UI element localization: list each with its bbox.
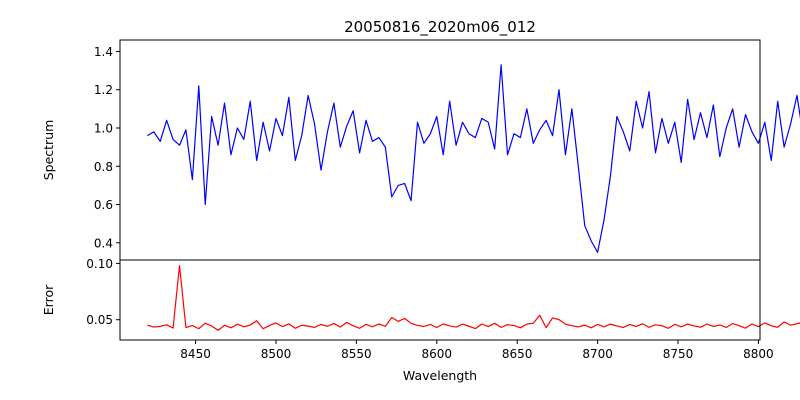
error-line — [147, 265, 800, 332]
x-tick-label: 8800 — [743, 347, 774, 361]
error-x-ticks: 8450 8500 8550 8600 8650 8700 8750 8800 — [180, 340, 774, 361]
x-tick-label: 8600 — [422, 347, 453, 361]
x-axis-label: Wavelength — [403, 368, 477, 383]
x-tick-label: 8550 — [341, 347, 372, 361]
error-series — [147, 265, 800, 332]
error-plot: 0.05 0.10 8450 8500 8550 8600 8650 8700 8750 880… — [41, 257, 800, 383]
spectrum-y-tick-label: 1.4 — [94, 45, 113, 59]
x-tick-label: 8650 — [502, 347, 533, 361]
spectrum-line — [147, 64, 800, 253]
spectrum-y-tick-label: 1.2 — [94, 83, 113, 97]
spectrum-y-ticks: 0.4 0.6 0.8 1.0 1.2 1.4 — [94, 45, 120, 250]
error-axes-frame — [119, 259, 761, 341]
spectrum-plot: 0.4 0.6 0.8 1.0 1.2 1.4 Spectrum — [41, 39, 800, 261]
spectrum-series — [147, 64, 800, 253]
spectrum-y-tick-label: 0.4 — [94, 236, 113, 250]
error-y-ticks: 0.05 0.10 — [86, 257, 120, 327]
spectrum-axes-frame — [119, 39, 761, 261]
spectrum-y-tick-label: 0.6 — [94, 198, 113, 212]
error-y-tick-label: 0.10 — [86, 257, 113, 271]
x-tick-label: 8750 — [663, 347, 694, 361]
x-tick-label: 8700 — [582, 347, 613, 361]
spectrum-y-tick-label: 1.0 — [94, 122, 113, 136]
x-tick-label: 8500 — [261, 347, 292, 361]
chart-title: 20050816_2020m06_012 — [344, 18, 536, 37]
spectrum-y-tick-label: 0.8 — [94, 160, 113, 174]
x-tick-label: 8450 — [180, 347, 211, 361]
error-y-axis-label: Error — [41, 284, 56, 315]
error-y-tick-label: 0.05 — [86, 313, 113, 327]
spectrum-y-axis-label: Spectrum — [41, 120, 56, 181]
